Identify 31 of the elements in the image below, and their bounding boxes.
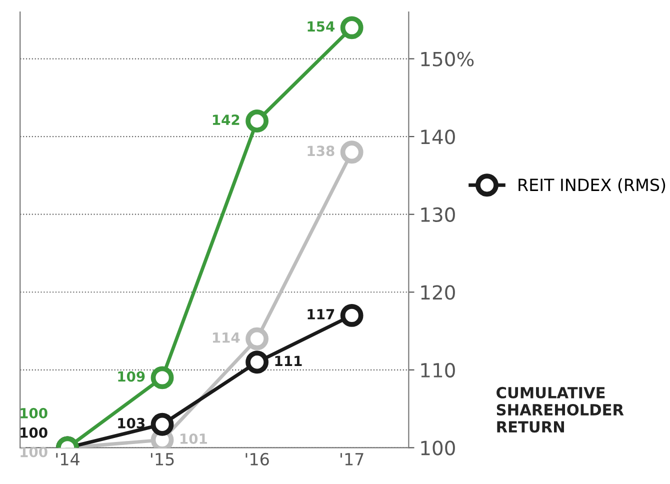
data-label: 100 (20, 427, 48, 438)
y-tick-label: 100 (421, 440, 455, 456)
data-label: 117 (308, 309, 334, 320)
y-tick-label: 110 (421, 362, 455, 378)
point (246, 110, 269, 132)
data-label: 111 (275, 356, 302, 366)
data-label: 109 (118, 371, 145, 382)
data-label: 154 (308, 21, 335, 32)
point (340, 140, 364, 164)
point (340, 16, 364, 40)
point (340, 304, 364, 327)
data-label: 103 (118, 418, 144, 428)
x-tick-label: '15 (150, 453, 174, 466)
data-label: 142 (212, 114, 240, 125)
legend-label: REIT INDEX (RMS) (518, 178, 666, 194)
data-label: 138 (308, 146, 334, 156)
x-tick-label: '14 (56, 453, 80, 466)
x-tick-label: '16 (246, 452, 269, 466)
y-tick-label: 150% (421, 52, 474, 66)
y-tick-label: 130 (421, 207, 455, 222)
data-label: 101 (180, 433, 207, 444)
point (246, 327, 269, 350)
x-tick-label: '17 (340, 453, 364, 466)
y-tick-label: 140 (421, 130, 455, 144)
data-label: 114 (212, 332, 240, 343)
point (150, 366, 174, 390)
point (246, 350, 269, 374)
data-label: 100 (20, 408, 48, 418)
y-tick-label: 120 (421, 285, 455, 300)
text: CUMULATIVE SHAREHOLDER RETURN (496, 386, 624, 433)
point (150, 412, 174, 436)
